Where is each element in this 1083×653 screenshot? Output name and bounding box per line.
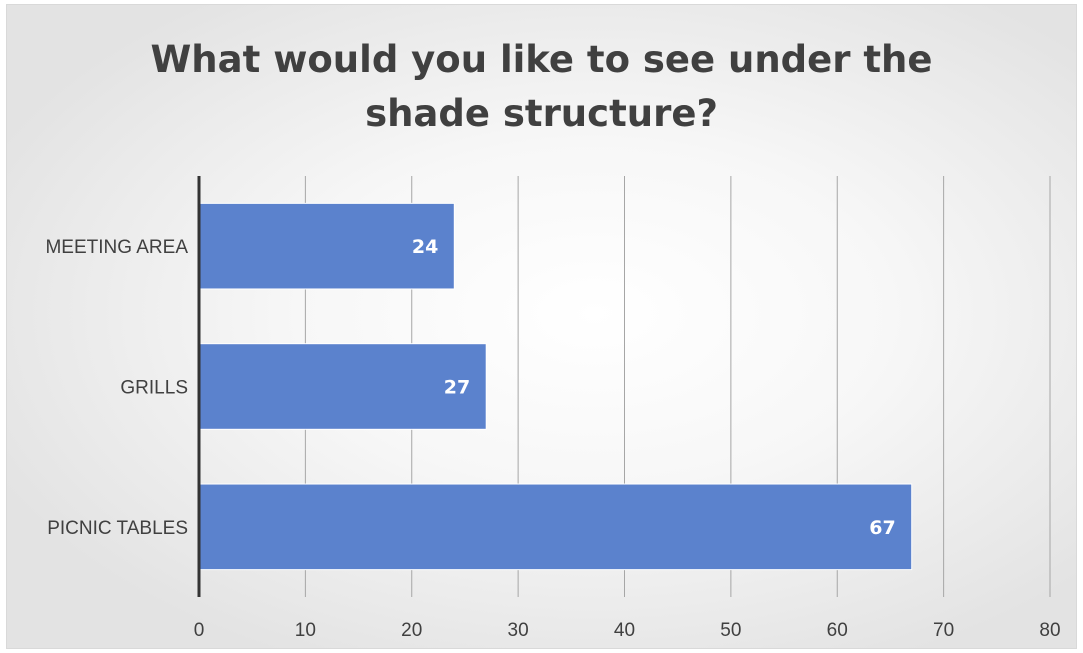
x-tick-label: 60	[827, 620, 848, 641]
x-tick-label: 70	[933, 620, 954, 641]
x-tick-label: 10	[295, 620, 316, 641]
chart-title: What would you like to see under the sha…	[7, 33, 1076, 141]
chart-title-line-1: What would you like to see under the	[150, 38, 933, 81]
x-tick-label: 80	[1039, 620, 1060, 641]
x-tick-label: 40	[614, 620, 635, 641]
category-label: GRILLS	[120, 378, 188, 399]
data-label: 27	[444, 377, 470, 399]
bar	[198, 483, 913, 571]
chart-title-line-2: shade structure?	[365, 92, 718, 135]
x-tick-label: 30	[508, 620, 529, 641]
data-label: 24	[412, 236, 438, 258]
bar	[198, 343, 487, 430]
x-tick-label: 0	[194, 620, 205, 641]
data-label: 67	[869, 517, 895, 539]
x-tick-label: 20	[401, 620, 422, 641]
category-label: PICNIC TABLES	[47, 518, 188, 539]
category-label: MEETING AREA	[45, 237, 188, 258]
x-tick-label: 50	[720, 620, 741, 641]
bar	[198, 202, 455, 290]
